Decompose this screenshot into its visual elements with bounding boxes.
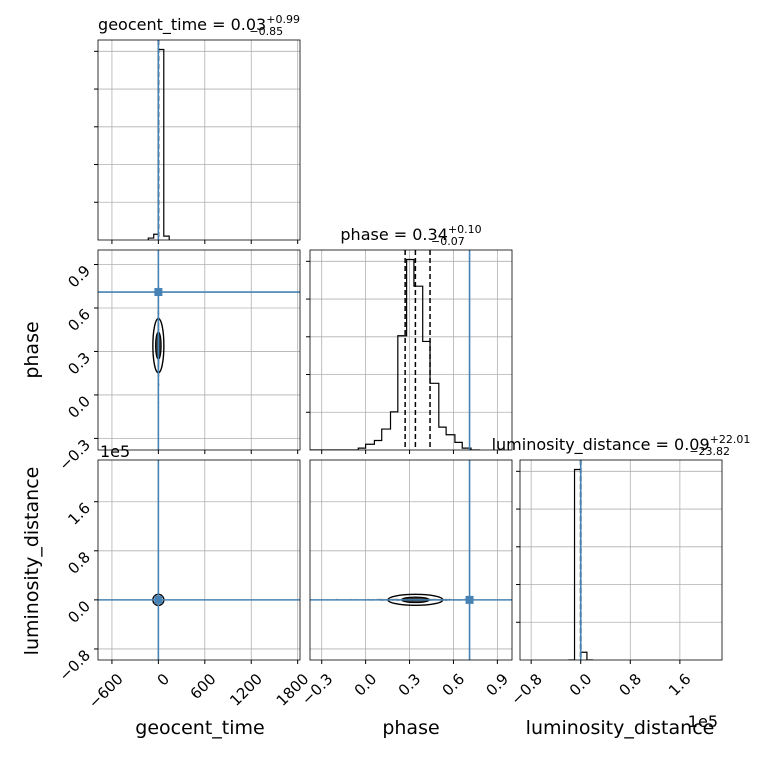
panel-geocent_time-phase: −0.3 0.0 0.3 0.6 0.9 (56, 249, 301, 474)
y-axis-label-phase: phase (21, 321, 43, 378)
panel-title-geocent_time: geocent_time = 0.03+0.99 −0.85 (98, 13, 300, 38)
title-value: phase = 0.34 (340, 225, 447, 244)
y-tick-label: 0.3 (64, 349, 94, 379)
y-tick-label: 0.0 (64, 597, 94, 627)
y-axis-multiplier: 1e5 (100, 442, 130, 461)
panel-geocent_time-luminosity_distance: −600 0 600 1200 1800−0.80.00.81.6 (56, 459, 312, 712)
x-axis-label-luminosity-distance: luminosity_distance (526, 717, 715, 739)
panel-geocent_time-geocent_time: geocent_time = 0.03+0.99 −0.85 (94, 13, 301, 244)
panel-plot-area (98, 250, 300, 450)
panel-frame (519, 459, 723, 661)
title-plus: +0.99 (266, 13, 300, 26)
truth-marker (154, 288, 163, 297)
title-minus: −0.07 (431, 235, 465, 248)
panel-luminosity_distance-luminosity_distance: luminosity_distance = 0.09+22.01 −23.82 −0… (492, 433, 751, 709)
x-tick-label: 1.6 (665, 670, 695, 700)
x-tick-label: 600 (187, 670, 220, 703)
x-tick-label: 0 (154, 670, 173, 689)
x-tick-label: −0.8 (507, 670, 545, 708)
panel-title-phase: phase = 0.34+0.10 −0.07 (340, 223, 481, 248)
x-axis-label-geocent-time: geocent_time (135, 717, 264, 739)
y-tick-label: −0.8 (56, 646, 94, 684)
panel-plot-area (98, 40, 300, 240)
y-tick-label: 1.6 (64, 499, 94, 529)
x-tick-label: 0.6 (439, 670, 469, 700)
panel-phase-luminosity_distance: −0.3 0.0 0.3 0.6 0.9 (298, 459, 513, 709)
x-tick-label: 0.0 (566, 670, 596, 700)
panel-title-luminosity_distance: luminosity_distance = 0.09+22.01 −23.82 (492, 433, 751, 458)
panel-frame (309, 459, 513, 661)
panel-plot-area (98, 460, 300, 660)
y-tick-label: 0.6 (64, 305, 94, 335)
y-axis-label-luminosity-distance: luminosity_distance (21, 467, 43, 656)
y-tick-label: 0.0 (64, 392, 94, 422)
histogram-phase (310, 258, 480, 450)
truth-marker (154, 595, 163, 604)
panel-frame (97, 249, 301, 451)
title-value: luminosity_distance = 0.09 (492, 435, 710, 455)
truth-marker (465, 595, 474, 604)
panel-plot-area (310, 250, 512, 450)
title-value: geocent_time = 0.03 (98, 15, 266, 35)
x-axis-multiplier: 1e5 (688, 712, 718, 731)
panel-frame (97, 39, 301, 241)
x-tick-label: −600 (85, 670, 127, 712)
x-tick-label: 0.0 (351, 670, 381, 700)
x-tick-label: 1200 (226, 670, 266, 710)
panel-plot-area (310, 460, 512, 660)
title-minus: −23.82 (689, 445, 730, 458)
x-tick-label: 0.8 (615, 670, 645, 700)
y-tick-label: 0.9 (64, 262, 94, 292)
title-plus: +22.01 (710, 433, 751, 446)
title-plus: +0.10 (448, 223, 482, 236)
panel-plot-area (520, 460, 722, 660)
panel-frame (309, 249, 513, 451)
x-axis-label-phase: phase (382, 717, 439, 739)
panel-phase-phase: phase = 0.34+0.10 −0.07 (306, 223, 513, 454)
y-tick-label: 0.8 (64, 548, 94, 578)
title-minus: −0.85 (249, 25, 283, 38)
y-tick-label: −0.3 (56, 436, 94, 474)
x-tick-label: 0.3 (395, 670, 425, 700)
panel-frame (97, 459, 301, 661)
